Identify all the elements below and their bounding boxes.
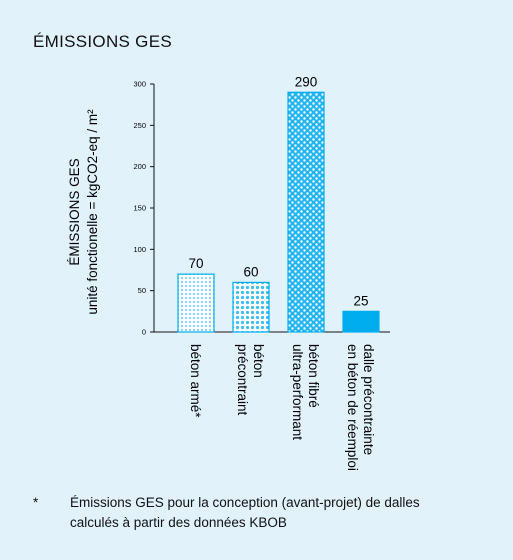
category-label: dalle précontrainte [361,344,376,455]
data-label: 70 [188,256,203,271]
footnote-marker: * [33,495,39,510]
y-tick-label: 50 [138,286,146,295]
footnote-line: Émissions GES pour la conception (avant-… [70,495,420,510]
bar [232,281,270,333]
y-axis-title: ÉMISSIONS GES [67,158,82,265]
footnote-line: calculés à partir des données KBOB [70,515,287,530]
category-label: béton [251,344,266,378]
y-tick-label: 250 [133,121,146,130]
bar-chart: ÉMISSIONS GES unité fonctionelle = kgCO2-… [67,74,390,471]
y-tick-label: 200 [133,162,146,171]
y-tick-label: 0 [142,328,146,337]
data-label: 290 [295,74,318,89]
bar [342,310,380,333]
category-label: précontraint [235,344,250,416]
data-label: 25 [353,293,368,308]
y-axis-title-unit: unité fonctionelle = kgCO2-eq / m² [85,109,100,315]
chart-title: ÉMISSIONS GES [33,32,172,51]
bar [177,273,215,333]
category-label: béton armé* [188,344,203,418]
category-label: béton fibré [306,344,321,408]
y-tick-label: 150 [133,204,146,213]
category-label: ultra-performant [290,344,305,440]
data-label: 60 [243,264,258,279]
category-label: en béton de réemploi [345,344,360,471]
y-tick-label: 100 [133,245,146,254]
y-tick-label: 300 [133,80,146,89]
bar [287,91,325,333]
